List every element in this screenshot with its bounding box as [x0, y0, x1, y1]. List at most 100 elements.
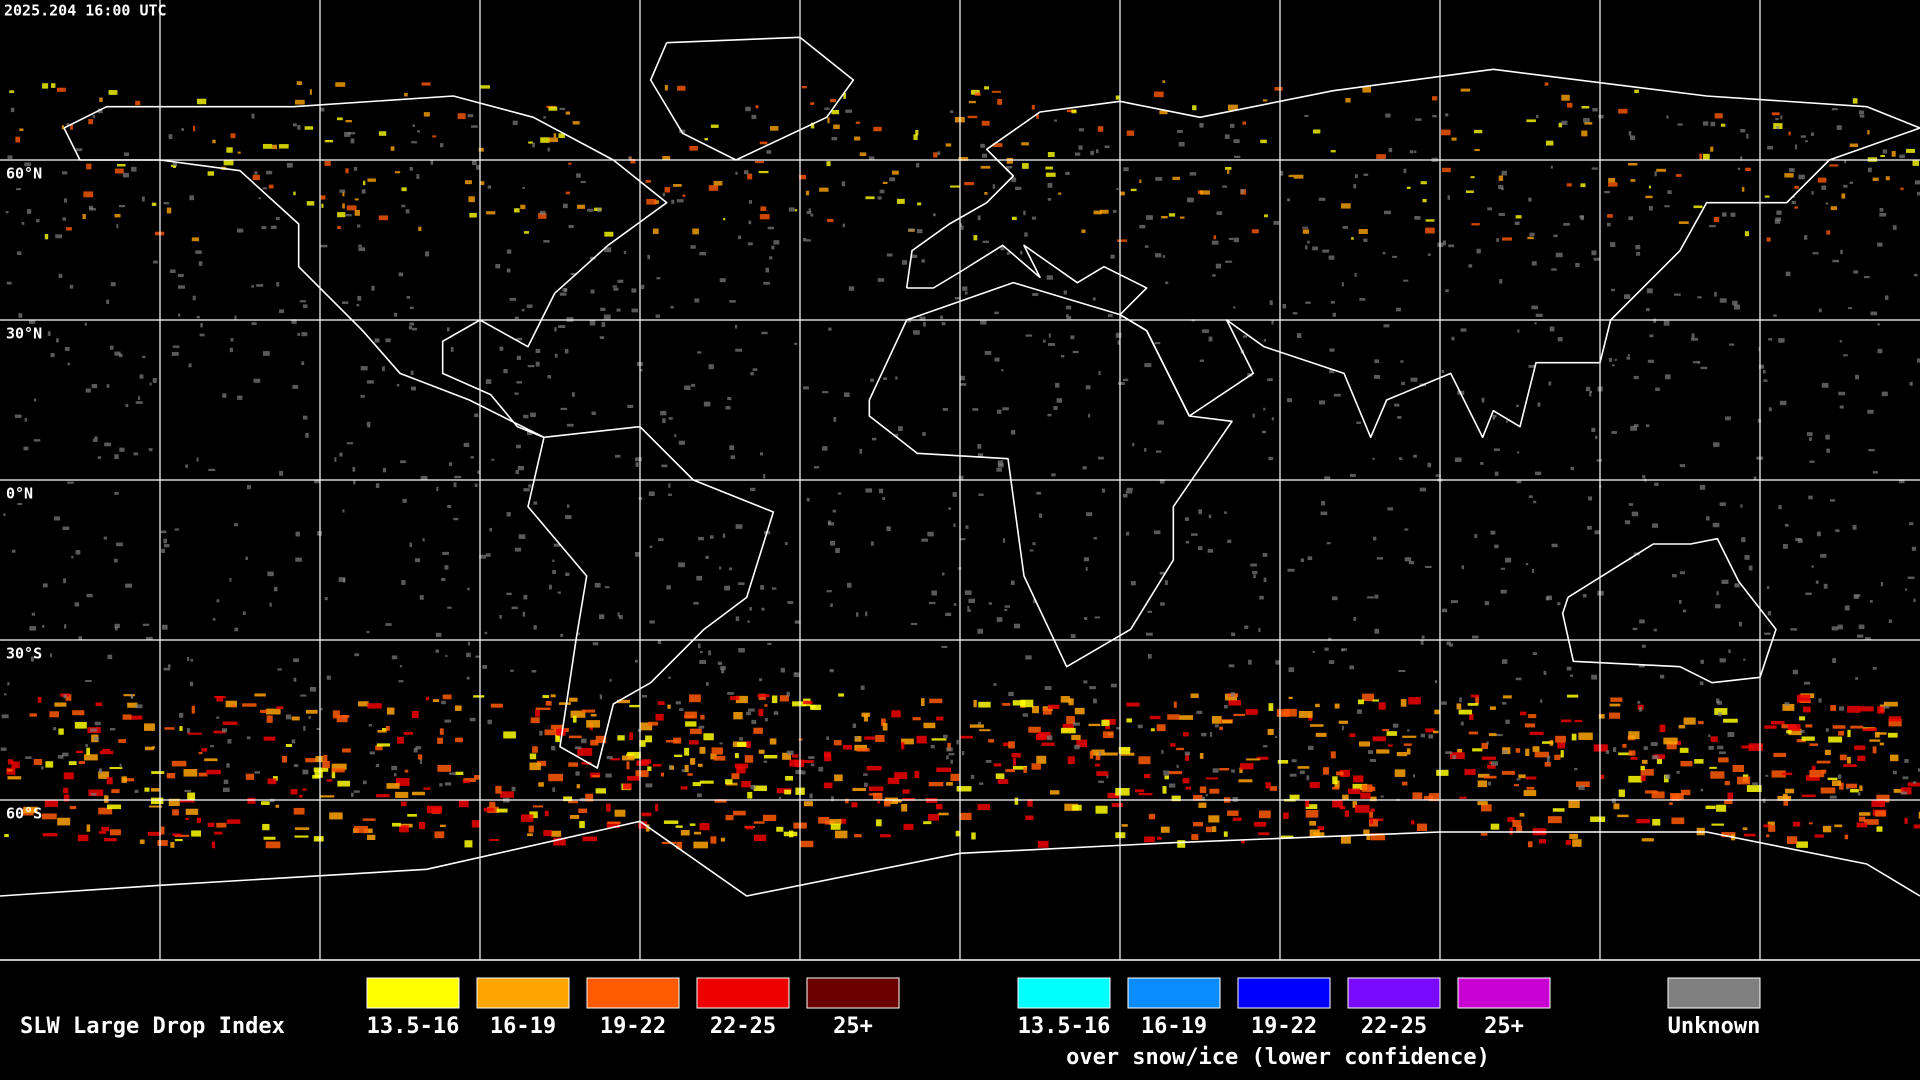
unknown-speck [844, 392, 850, 398]
cloud-speck [1178, 715, 1194, 720]
unknown-speck [53, 727, 57, 731]
unknown-speck [985, 759, 992, 763]
unknown-speck [668, 676, 671, 679]
cloud-speck [1618, 108, 1628, 114]
unknown-speck [1748, 565, 1753, 571]
unknown-speck [1228, 237, 1234, 241]
unknown-speck [342, 509, 345, 513]
cloud-speck [88, 789, 104, 797]
cloud-speck [1644, 790, 1658, 794]
cloud-speck [521, 814, 534, 822]
cloud-speck [843, 93, 846, 99]
unknown-speck [1714, 291, 1717, 297]
unknown-speck [410, 370, 414, 375]
unknown-speck [485, 379, 492, 384]
cloud-speck [1523, 790, 1537, 797]
cloud-speck [928, 813, 940, 821]
unknown-speck [1740, 504, 1743, 508]
cloud-speck [1460, 88, 1471, 92]
cloud-speck [856, 747, 870, 752]
unknown-speck [729, 567, 733, 571]
cloud-speck [1211, 715, 1222, 724]
unknown-speck [119, 447, 125, 452]
cloud-speck [1394, 769, 1406, 777]
cloud-speck [1809, 769, 1825, 778]
cloud-speck [1288, 174, 1294, 178]
cloud-speck [247, 797, 256, 804]
cloud-speck [578, 808, 588, 814]
cloud-speck [1031, 104, 1035, 110]
unknown-speck [531, 669, 537, 673]
unknown-speck [186, 728, 191, 733]
cloud-speck [1139, 179, 1142, 184]
unknown-speck [450, 347, 454, 352]
unknown-speck [1302, 226, 1309, 229]
cloud-speck [1737, 776, 1751, 785]
unknown-speck [178, 285, 185, 289]
unknown-speck [396, 383, 400, 387]
unknown-speck [1484, 601, 1490, 606]
unknown-speck [670, 305, 674, 309]
unknown-speck [447, 606, 452, 609]
cloud-speck [1211, 826, 1217, 833]
unknown-speck [1904, 758, 1909, 763]
cloud-speck [185, 817, 189, 820]
cloud-speck [1814, 834, 1824, 838]
cloud-speck [747, 791, 753, 799]
unknown-speck [135, 401, 143, 404]
unknown-speck [859, 448, 863, 454]
lat-label: 30°N [6, 325, 42, 343]
unknown-speck [1223, 704, 1228, 709]
unknown-speck [1165, 281, 1169, 284]
unknown-speck [11, 549, 16, 553]
unknown-speck [1263, 577, 1267, 583]
cloud-speck [873, 126, 882, 132]
cloud-speck [1008, 741, 1015, 749]
cloud-speck [662, 155, 671, 161]
unknown-speck [863, 782, 868, 787]
cloud-speck [1830, 206, 1838, 211]
unknown-speck [877, 196, 882, 200]
unknown-speck [110, 345, 114, 350]
unknown-speck [141, 196, 145, 202]
cloud-speck [1847, 756, 1851, 764]
unknown-speck [420, 476, 428, 481]
cloud-speck [1242, 121, 1247, 125]
cloud-speck [1130, 188, 1137, 192]
cloud-speck [473, 695, 485, 698]
unknown-speck [375, 763, 380, 768]
unknown-speck [1579, 215, 1584, 219]
unknown-speck [1176, 764, 1179, 768]
unknown-speck [360, 395, 365, 398]
cloud-speck [395, 778, 410, 787]
cloud-speck [478, 147, 484, 152]
unknown-speck [1911, 546, 1917, 551]
unknown-speck [1502, 750, 1508, 754]
cloud-speck [49, 711, 60, 718]
unknown-speck [510, 669, 514, 672]
unknown-speck [1414, 216, 1421, 220]
cloud-speck [151, 771, 165, 774]
unknown-speck [943, 734, 948, 738]
unknown-speck [1561, 120, 1568, 125]
cloud-speck [106, 777, 113, 785]
cloud-speck [789, 830, 794, 838]
cloud-speck [984, 86, 990, 90]
cloud-speck [1064, 803, 1079, 811]
cloud-speck [845, 798, 849, 804]
unknown-speck [1032, 292, 1039, 297]
cloud-speck [1630, 756, 1638, 760]
unknown-speck [761, 607, 765, 611]
unknown-speck [85, 679, 92, 683]
unknown-speck [97, 456, 102, 459]
unknown-speck [1487, 781, 1491, 786]
unknown-speck [1349, 473, 1356, 477]
cloud-speck [58, 728, 64, 735]
cloud-speck [1280, 835, 1294, 839]
unknown-speck [246, 484, 251, 490]
unknown-speck [1083, 680, 1088, 684]
cloud-speck [959, 735, 973, 739]
cloud-speck [1192, 822, 1204, 827]
cloud-speck [1302, 229, 1310, 234]
cloud-speck [1477, 780, 1488, 788]
